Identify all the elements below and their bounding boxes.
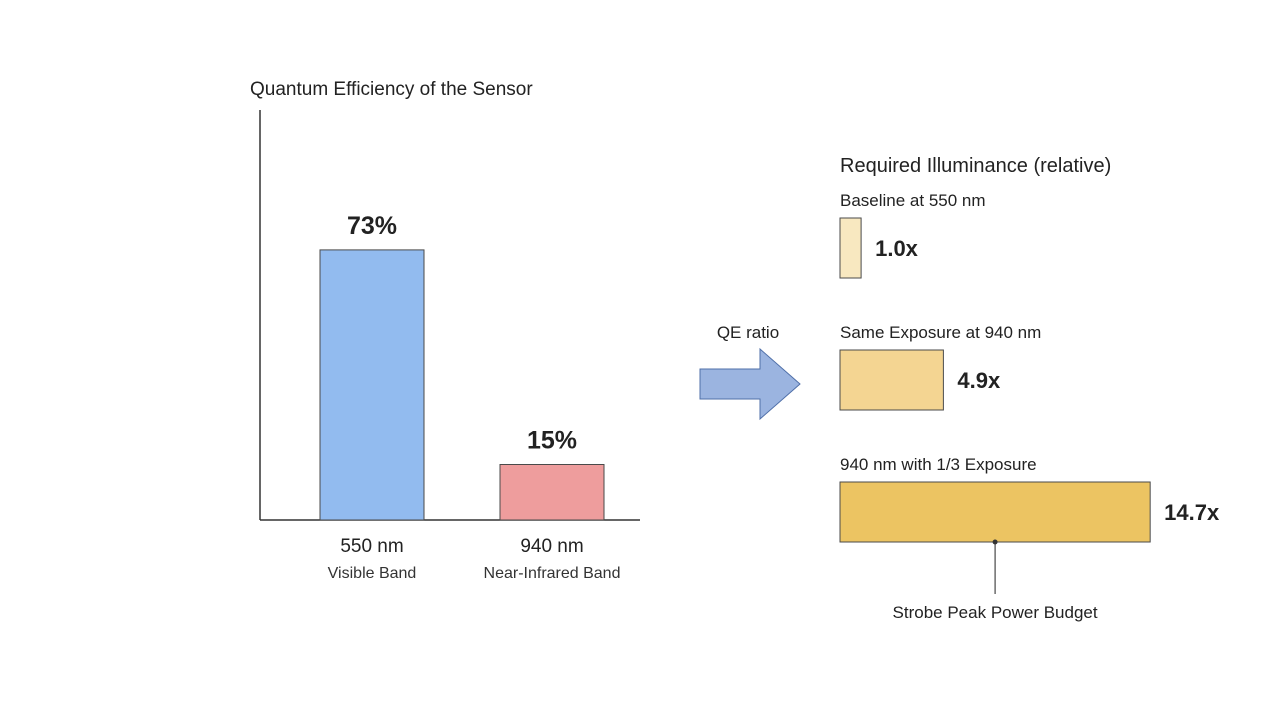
qe-chart: Quantum Efficiency of the Sensor 73% 550… [250,79,640,582]
illuminance-bar-same-exposure [839,349,944,411]
illuminance-value-baseline: 1.0x [875,236,919,261]
qe-value-label-550nm: 73% [347,212,397,240]
qe-category-label-550nm: 550 nm [340,536,403,557]
annotation-dot [992,539,998,545]
illuminance-chart: Required Illuminance (relative) Baseline… [839,155,1220,622]
qe-chart-title: Quantum Efficiency of the Sensor [250,79,533,100]
qe-sublabel-near-infrared-band: Near-Infrared Band [484,565,621,582]
illuminance-label-third-exposure: 940 nm with 1/3 Exposure [840,455,1037,474]
qe-category-label-940nm: 940 nm [520,536,583,557]
illuminance-label-baseline: Baseline at 550 nm [840,191,986,210]
illuminance-bar-third-exposure [839,481,1151,543]
illuminance-value-same-exposure: 4.9x [957,368,1001,393]
qe-ratio-arrow-group: QE ratio [699,323,801,421]
annotation-strobe-power-budget: Strobe Peak Power Budget [893,603,1098,622]
qe-ratio-label: QE ratio [717,323,779,342]
illuminance-chart-title: Required Illuminance (relative) [840,155,1111,177]
qe-bar-940nm [499,464,605,521]
qe-bar-550nm [319,249,425,521]
qe-sublabel-visible-band: Visible Band [328,565,417,582]
illuminance-label-same-exposure: Same Exposure at 940 nm [840,323,1041,342]
qe-value-label-940nm: 15% [527,427,577,455]
arrow-right-icon [699,347,801,421]
illuminance-bar-baseline [839,217,862,279]
illuminance-value-third-exposure: 14.7x [1164,500,1220,525]
